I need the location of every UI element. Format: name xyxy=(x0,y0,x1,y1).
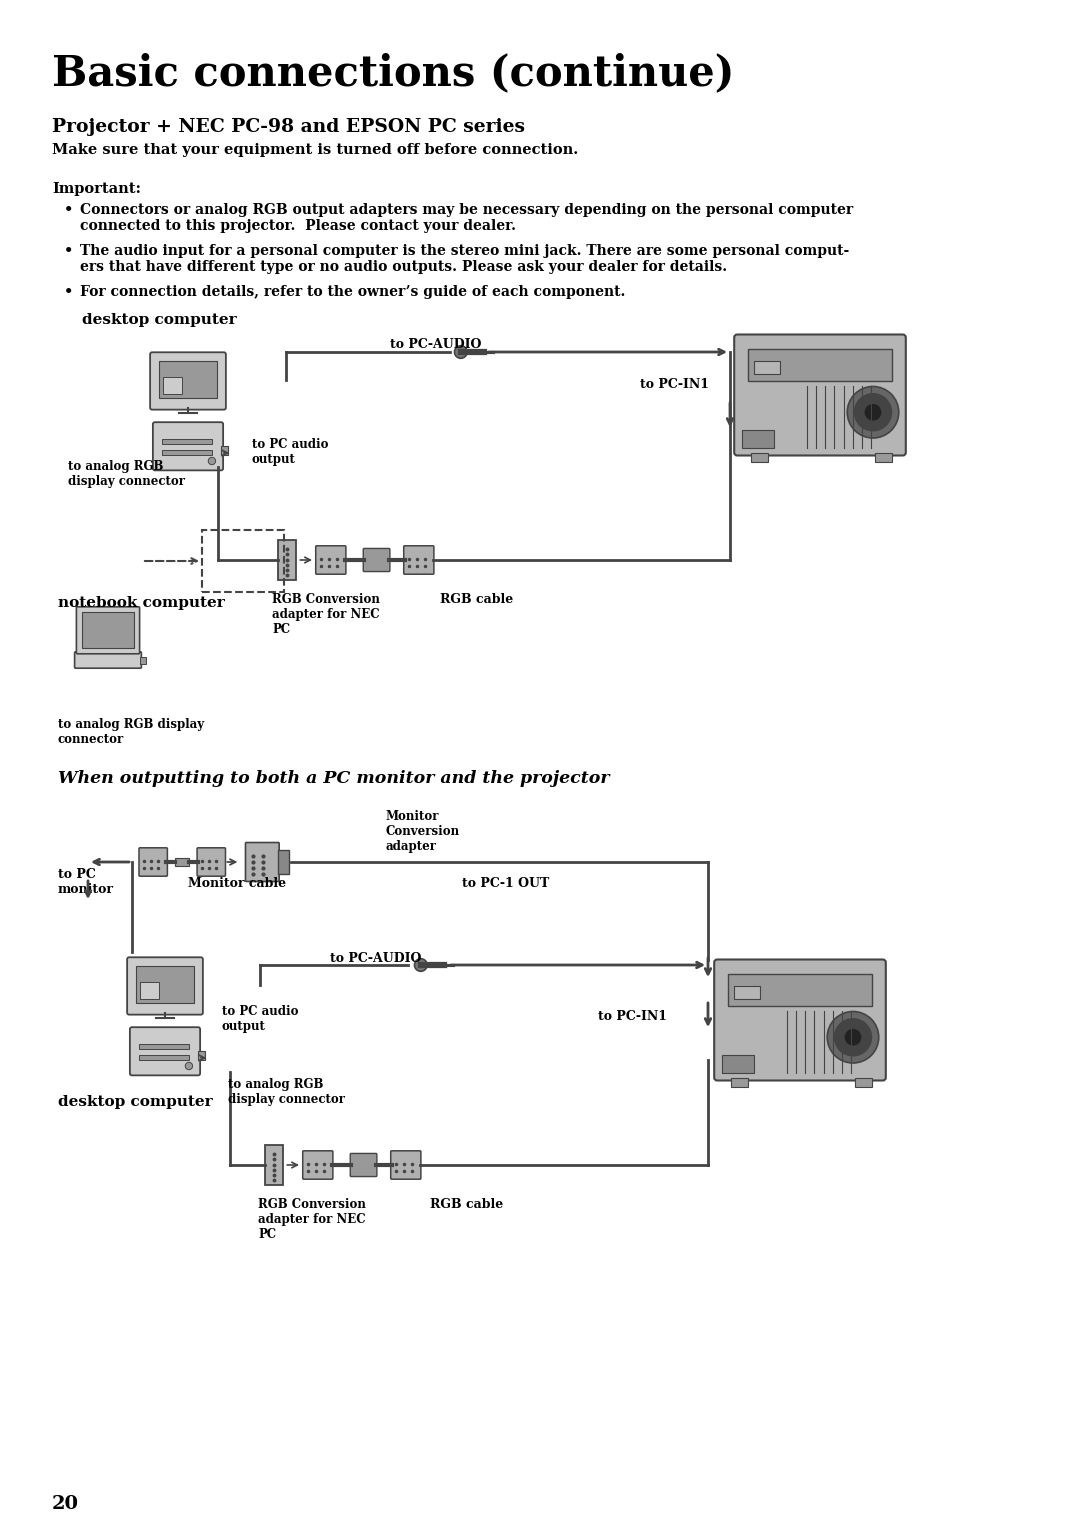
Text: desktop computer: desktop computer xyxy=(58,1096,213,1109)
Bar xyxy=(875,452,892,461)
Bar xyxy=(742,429,774,448)
Bar xyxy=(202,530,284,591)
Text: Projector + NEC PC-98 and EPSON PC series: Projector + NEC PC-98 and EPSON PC serie… xyxy=(52,118,525,136)
Text: Monitor cable: Monitor cable xyxy=(188,877,286,889)
Text: to PC-AUDIO: to PC-AUDIO xyxy=(330,952,421,966)
Text: notebook computer: notebook computer xyxy=(58,596,225,610)
Text: to analog RGB
display connector: to analog RGB display connector xyxy=(68,460,185,487)
Text: desktop computer: desktop computer xyxy=(82,313,237,327)
Bar xyxy=(221,446,229,455)
Bar xyxy=(198,1051,205,1060)
Bar xyxy=(278,541,296,579)
Bar xyxy=(748,348,892,380)
Text: •: • xyxy=(64,203,73,217)
Bar xyxy=(855,1077,872,1086)
Bar xyxy=(162,439,212,445)
Text: to analog RGB display
connector: to analog RGB display connector xyxy=(58,718,204,746)
Bar xyxy=(721,1054,754,1073)
Circle shape xyxy=(827,1012,879,1063)
Circle shape xyxy=(843,1028,862,1047)
Bar xyxy=(754,362,780,374)
FancyBboxPatch shape xyxy=(350,1154,377,1177)
Circle shape xyxy=(847,387,899,439)
Text: to PC
monitor: to PC monitor xyxy=(58,868,114,895)
FancyBboxPatch shape xyxy=(197,848,226,876)
Bar xyxy=(140,657,146,665)
Bar xyxy=(140,983,159,999)
Text: RGB Conversion
adapter for NEC
PC: RGB Conversion adapter for NEC PC xyxy=(258,1198,366,1241)
FancyBboxPatch shape xyxy=(153,422,224,471)
Text: The audio input for a personal computer is the stereo mini jack. There are some : The audio input for a personal computer … xyxy=(80,244,849,274)
FancyBboxPatch shape xyxy=(150,353,226,410)
Bar xyxy=(162,449,212,455)
FancyBboxPatch shape xyxy=(363,549,390,571)
Text: to analog RGB
display connector: to analog RGB display connector xyxy=(228,1077,345,1106)
Text: Basic connections (continue): Basic connections (continue) xyxy=(52,52,734,95)
Bar xyxy=(136,966,194,1004)
FancyBboxPatch shape xyxy=(77,607,139,654)
Bar xyxy=(279,850,288,874)
Text: Make sure that your equipment is turned off before connection.: Make sure that your equipment is turned … xyxy=(52,144,578,157)
Bar xyxy=(265,1144,283,1184)
Bar xyxy=(733,987,759,999)
FancyBboxPatch shape xyxy=(302,1151,333,1180)
Bar xyxy=(82,613,134,648)
Text: Monitor
Conversion
adapter: Monitor Conversion adapter xyxy=(384,810,459,853)
Circle shape xyxy=(864,403,882,422)
FancyBboxPatch shape xyxy=(75,652,141,668)
Text: •: • xyxy=(64,286,73,299)
FancyBboxPatch shape xyxy=(714,960,886,1080)
Bar xyxy=(163,377,181,394)
Text: to PC-1 OUT: to PC-1 OUT xyxy=(462,877,550,889)
Bar xyxy=(159,361,217,399)
FancyBboxPatch shape xyxy=(245,842,279,882)
Circle shape xyxy=(835,1019,872,1056)
FancyBboxPatch shape xyxy=(130,1027,200,1076)
Bar xyxy=(731,1077,747,1086)
Bar xyxy=(139,1054,189,1060)
Text: Important:: Important: xyxy=(52,182,141,196)
FancyBboxPatch shape xyxy=(127,957,203,1015)
FancyBboxPatch shape xyxy=(315,545,346,575)
Circle shape xyxy=(415,958,427,972)
FancyBboxPatch shape xyxy=(139,848,167,876)
FancyBboxPatch shape xyxy=(734,335,906,455)
Text: Connectors or analog RGB output adapters may be necessary depending on the perso: Connectors or analog RGB output adapters… xyxy=(80,203,853,234)
Bar xyxy=(728,973,872,1007)
Text: RGB Conversion
adapter for NEC
PC: RGB Conversion adapter for NEC PC xyxy=(272,593,380,636)
Circle shape xyxy=(208,457,216,465)
FancyBboxPatch shape xyxy=(404,545,434,575)
Text: to PC audio
output: to PC audio output xyxy=(252,439,328,466)
Circle shape xyxy=(186,1062,192,1070)
Text: to PC audio
output: to PC audio output xyxy=(222,1005,298,1033)
Text: When outputting to both a PC monitor and the projector: When outputting to both a PC monitor and… xyxy=(58,770,609,787)
FancyBboxPatch shape xyxy=(391,1151,421,1180)
Text: 20: 20 xyxy=(52,1494,79,1513)
Text: RGB cable: RGB cable xyxy=(430,1198,503,1212)
Text: •: • xyxy=(64,244,73,258)
Text: to PC-IN1: to PC-IN1 xyxy=(640,377,708,391)
Circle shape xyxy=(455,345,468,358)
Bar xyxy=(139,1044,189,1050)
Text: RGB cable: RGB cable xyxy=(440,593,513,607)
Text: to PC-IN1: to PC-IN1 xyxy=(598,1010,667,1024)
Bar xyxy=(175,857,189,866)
Text: to PC-AUDIO: to PC-AUDIO xyxy=(390,338,482,351)
Text: For connection details, refer to the owner’s guide of each component.: For connection details, refer to the own… xyxy=(80,286,625,299)
Circle shape xyxy=(854,394,891,431)
Bar xyxy=(751,452,768,461)
